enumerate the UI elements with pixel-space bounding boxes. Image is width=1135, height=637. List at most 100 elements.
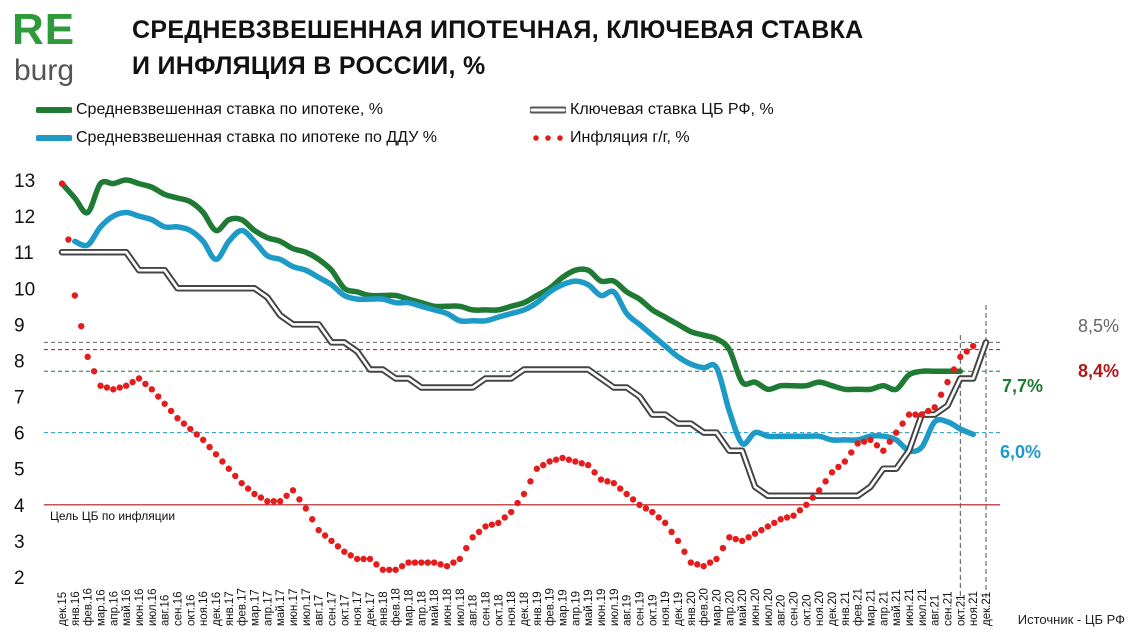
y-tick-label: 6 [14,424,25,445]
y-tick-label: 7 [14,388,25,409]
inflation-dot [527,478,534,485]
inflation-dot [745,534,752,541]
x-tick-label: мар.19 [558,589,570,626]
inflation-dot [219,458,226,465]
x-tick-label: июл.17 [301,588,313,626]
x-tick-label: мар.16 [96,589,108,626]
inflation-point [264,498,271,505]
inflation-dot [937,391,945,398]
inflation-point [610,479,618,487]
inflation-point [649,508,656,516]
inflation-point [238,479,245,487]
inflation-dot [514,499,521,507]
inflation-dot [411,559,419,566]
inflation-dot [873,442,881,449]
inflation-point [520,490,528,498]
x-tick-label: окт.18 [493,594,505,626]
x-axis: дек.15 янв.16 фев.16 мар.16 апр.16 май.16 июн.… [57,588,993,626]
inflation-dot [694,561,701,568]
inflation-point [815,487,823,494]
x-tick-label: авг.20 [776,595,788,626]
y-tick-label: 11 [14,243,34,264]
x-tick-label: янв.20 [686,591,698,626]
x-tick-label: сен.19 [635,592,647,626]
inflation-point [469,534,476,541]
inflation-point [58,180,66,187]
x-tick-label: май.21 [891,589,903,626]
inflation-dot [463,544,470,552]
inflation-point [315,526,322,534]
series-inflation [58,180,977,573]
inflation-point [456,555,464,563]
series-mortgage-ddu [72,209,976,455]
x-tick-label: янв.21 [840,591,852,626]
x-tick-label: мар.21 [866,589,878,626]
inflation-point [276,498,284,505]
x-tick-label: апр.19 [570,591,582,626]
inflation-dot [334,543,342,550]
inflation-dot [244,485,252,492]
inflation-point [738,537,746,545]
x-tick-label: май.20 [737,589,749,626]
inflation-point [392,566,399,573]
inflation-dot [719,544,727,552]
x-tick-label: авг.19 [622,595,634,626]
inflation-point [161,400,168,407]
y-tick-label: 13 [14,171,35,192]
inflation-dot [822,478,829,485]
inflation-dot [912,411,919,418]
x-tick-label: июл.20 [763,588,775,626]
x-tick-label: июл.18 [455,588,467,626]
inflation-dot [732,535,739,543]
reference-label: 8,4% [1078,361,1119,381]
inflation-dot [206,443,213,451]
inflation-dot [963,348,970,355]
reference-label: 6,0% [1000,442,1041,462]
inflation-dot [78,322,85,330]
inflation-point [880,447,887,454]
inflation-point [289,487,297,494]
inflation-point [790,512,797,519]
inflation-point [713,555,720,563]
legend-swatch-mortgage-ddu [36,135,72,141]
inflation-dot [925,407,932,415]
y-tick-label: 9 [14,315,25,336]
y-tick-label: 3 [14,532,25,553]
inflation-dot [642,505,650,512]
inflation-point [212,451,220,458]
x-tick-label: авг.16 [160,595,172,626]
logo-re: RE [12,5,76,54]
inflation-point [405,559,412,566]
inflation-dot [591,469,598,476]
x-tick-label: мар.17 [250,589,262,626]
inflation-point [148,386,156,393]
inflation-dot [540,461,547,469]
inflation-dot [155,393,162,400]
x-tick-label: июн.17 [288,589,300,626]
y-tick-label: 2 [14,568,25,589]
inflation-dot [347,552,354,559]
inflation-point [918,411,926,418]
x-tick-label: авг.17 [314,595,326,626]
x-tick-label: дек.15 [57,592,69,626]
x-tick-label: ноя.19 [660,591,672,626]
x-tick-label: дек.18 [519,592,531,626]
inflation-point [302,505,310,512]
x-tick-label: фев.18 [391,588,403,626]
x-tick-label: мар.20 [712,589,724,626]
inflation-point [674,537,682,545]
inflation-point [764,523,772,530]
x-tick-label: июл.16 [147,588,159,626]
inflation-point [353,555,361,563]
x-tick-label: май.17 [275,589,287,626]
inflation-point [905,411,913,418]
inflation-point [199,436,207,444]
legend-swatch-key-rate [530,106,566,114]
inflation-dot [232,472,239,480]
x-tick-label: июн.18 [442,589,454,626]
inflation-dot [758,526,765,534]
inflation-dot [681,548,688,555]
inflation-dot [180,420,188,427]
inflation-point [931,404,938,411]
